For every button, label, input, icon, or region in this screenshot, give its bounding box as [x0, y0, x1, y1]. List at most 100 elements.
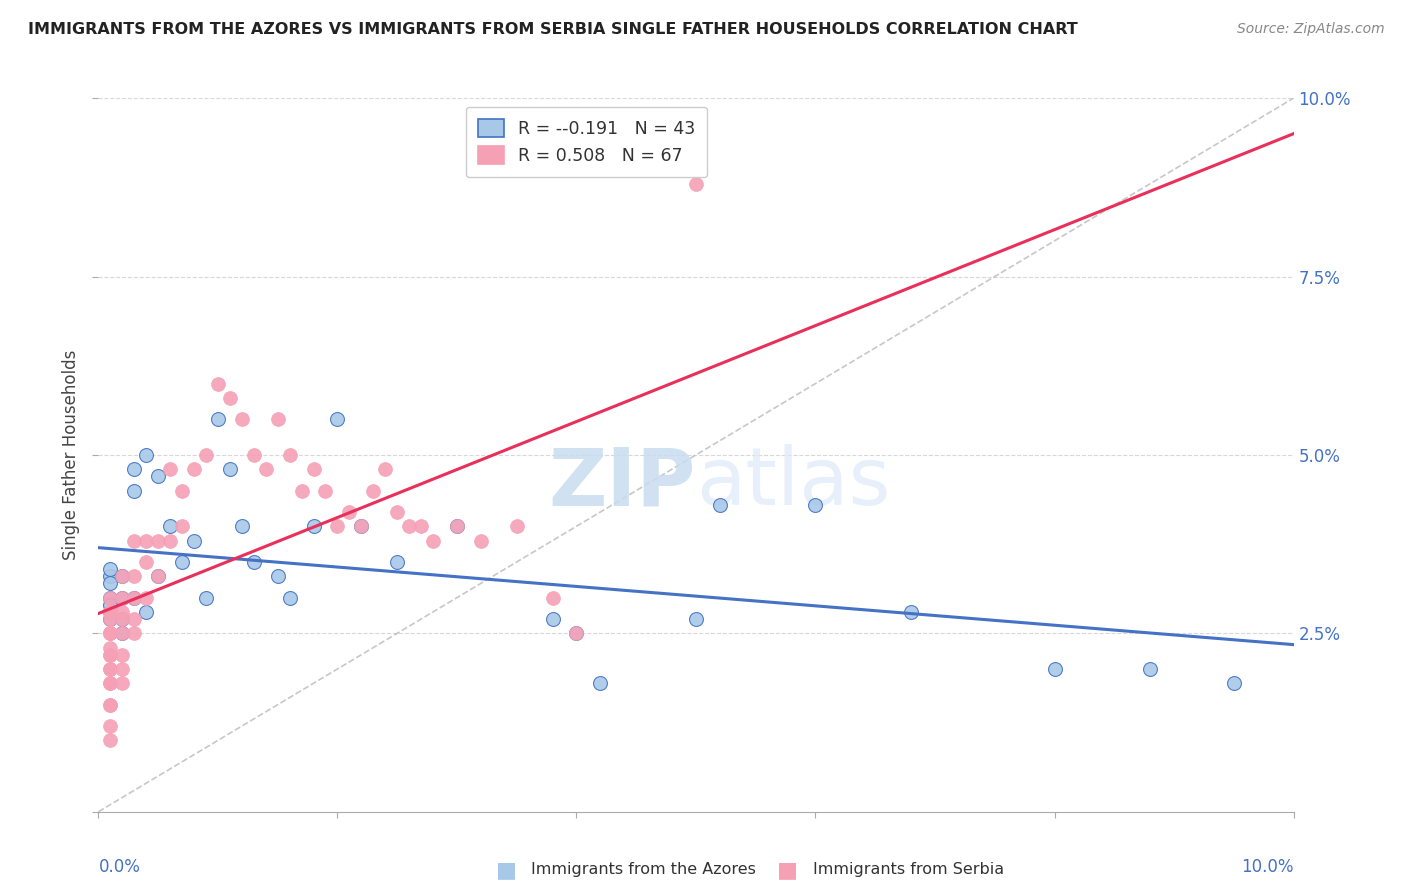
Point [100, 648, 122, 662]
Point [350, 519, 373, 533]
Point [100, 662, 122, 676]
Point [326, 519, 349, 533]
Point [100, 605, 122, 619]
Point [111, 612, 134, 626]
Text: Immigrants from Serbia: Immigrants from Serbia [813, 863, 1004, 877]
Point [172, 483, 194, 498]
Point [804, 498, 827, 512]
Point [541, 612, 564, 626]
Point [100, 626, 122, 640]
Point [111, 662, 134, 676]
Point [148, 469, 170, 483]
Point [231, 412, 253, 426]
Text: Source: ZipAtlas.com: Source: ZipAtlas.com [1237, 22, 1385, 37]
Point [446, 519, 468, 533]
Point [111, 648, 134, 662]
Point [172, 519, 194, 533]
Text: ■: ■ [496, 860, 516, 880]
Point [100, 676, 122, 690]
Point [111, 626, 134, 640]
Point [111, 591, 134, 605]
Point [111, 569, 134, 583]
Point [685, 177, 707, 191]
Point [100, 612, 122, 626]
Point [100, 612, 122, 626]
Point [148, 569, 170, 583]
Point [195, 448, 218, 462]
Point [219, 391, 242, 405]
Point [124, 591, 146, 605]
Point [385, 555, 409, 569]
Point [124, 612, 146, 626]
Text: IMMIGRANTS FROM THE AZORES VS IMMIGRANTS FROM SERBIA SINGLE FATHER HOUSEHOLDS CO: IMMIGRANTS FROM THE AZORES VS IMMIGRANTS… [28, 22, 1078, 37]
Point [326, 412, 349, 426]
Point [243, 555, 266, 569]
Point [159, 519, 181, 533]
Point [900, 605, 922, 619]
Point [135, 555, 157, 569]
Point [302, 519, 325, 533]
Text: Immigrants from the Azores: Immigrants from the Azores [531, 863, 756, 877]
Point [100, 648, 122, 662]
Text: 10.0%: 10.0% [1241, 858, 1294, 876]
Point [291, 483, 314, 498]
Point [589, 676, 612, 690]
Point [1223, 676, 1246, 690]
Point [111, 591, 134, 605]
Point [315, 483, 337, 498]
Point [100, 698, 122, 712]
Point [100, 598, 122, 612]
Point [339, 505, 360, 519]
Point [195, 591, 218, 605]
Point [100, 569, 122, 583]
Point [100, 562, 122, 576]
Point [111, 569, 134, 583]
Point [124, 626, 146, 640]
Point [470, 533, 492, 548]
Text: ■: ■ [778, 860, 797, 880]
Point [135, 591, 157, 605]
Point [100, 676, 122, 690]
Point [124, 533, 146, 548]
Point [148, 533, 170, 548]
Point [159, 533, 181, 548]
Point [363, 483, 385, 498]
Point [100, 591, 122, 605]
Point [254, 462, 277, 476]
Point [267, 412, 290, 426]
Point [124, 569, 146, 583]
Point [124, 591, 146, 605]
Point [100, 605, 122, 619]
Point [183, 533, 205, 548]
Point [385, 505, 409, 519]
Point [565, 626, 588, 640]
Point [100, 626, 122, 640]
Point [100, 662, 122, 676]
Point [111, 626, 134, 640]
Point [1139, 662, 1161, 676]
Point [100, 591, 122, 605]
Point [207, 412, 229, 426]
Point [685, 612, 707, 626]
Point [411, 519, 433, 533]
Point [135, 448, 157, 462]
Point [422, 533, 444, 548]
Point [100, 605, 122, 619]
Legend: R = --0.191   N = 43, R = 0.508   N = 67: R = --0.191 N = 43, R = 0.508 N = 67 [465, 107, 707, 178]
Point [231, 519, 253, 533]
Point [100, 640, 122, 655]
Point [100, 719, 122, 733]
Point [148, 569, 170, 583]
Point [446, 519, 468, 533]
Point [172, 555, 194, 569]
Point [100, 576, 122, 591]
Point [111, 676, 134, 690]
Point [183, 462, 205, 476]
Point [219, 462, 242, 476]
Point [135, 605, 157, 619]
Point [100, 698, 122, 712]
Point [124, 462, 146, 476]
Point [100, 626, 122, 640]
Point [278, 448, 301, 462]
Point [124, 483, 146, 498]
